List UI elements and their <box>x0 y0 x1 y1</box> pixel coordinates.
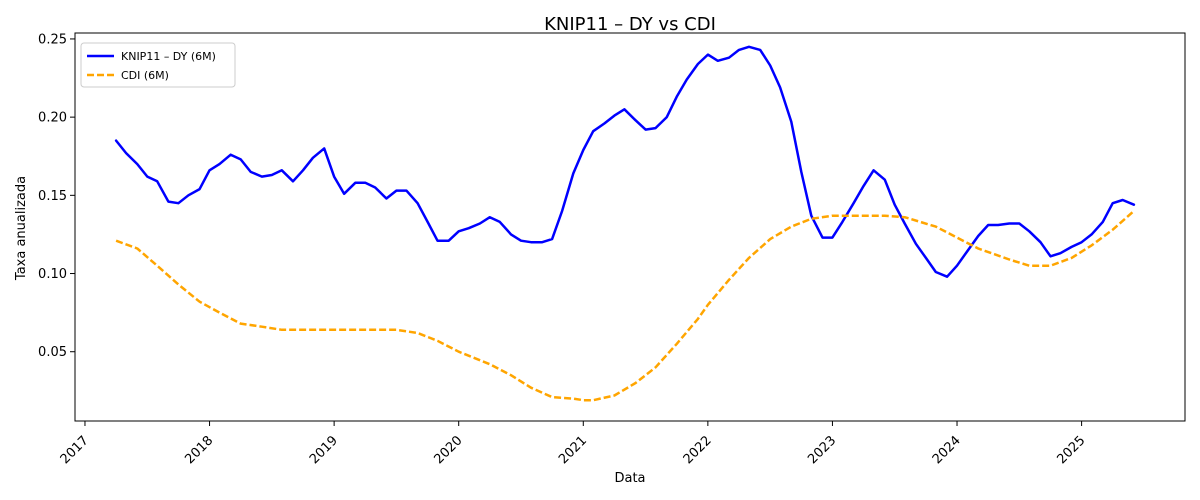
y-tick-label: 0.15 <box>38 189 67 204</box>
series-line-1 <box>115 210 1135 402</box>
plot-area <box>74 32 1186 422</box>
x-tick-label: 2020 <box>432 433 466 467</box>
x-tick-label: 2017 <box>58 433 92 467</box>
x-tick-label: 2019 <box>307 433 341 467</box>
series-line-0 <box>114 45 1136 278</box>
legend-box <box>80 42 236 88</box>
legend: KNIP11 – DY (6M) CDI (6M) <box>80 42 236 88</box>
x-tick-label: 2024 <box>930 433 964 467</box>
x-tick-label: 2021 <box>556 433 590 467</box>
x-tick-label: 2025 <box>1054 433 1088 467</box>
y-tick-label: 0.05 <box>38 345 67 360</box>
plot-frame <box>74 32 1186 422</box>
y-axis: 0.05 0.10 0.15 0.20 0.25 <box>38 32 75 360</box>
x-tick-label: 2022 <box>681 433 715 467</box>
x-tick-label: 2018 <box>182 433 216 467</box>
y-axis-label: Taxa anualizada <box>14 176 29 281</box>
y-tick-label: 0.20 <box>38 111 67 126</box>
legend-label-1: CDI (6M) <box>121 69 169 82</box>
x-axis-label: Data <box>614 471 645 486</box>
series-layer <box>114 45 1136 402</box>
y-tick-label: 0.10 <box>38 267 67 282</box>
x-axis: 2017 2018 2019 2020 2021 2022 2023 2024 2025 <box>58 421 1088 467</box>
legend-label-0: KNIP11 – DY (6M) <box>121 50 216 63</box>
y-tick-label: 0.25 <box>38 32 67 47</box>
chart-title: KNIP11 – DY vs CDI <box>544 14 716 35</box>
x-tick-label: 2023 <box>805 433 839 467</box>
